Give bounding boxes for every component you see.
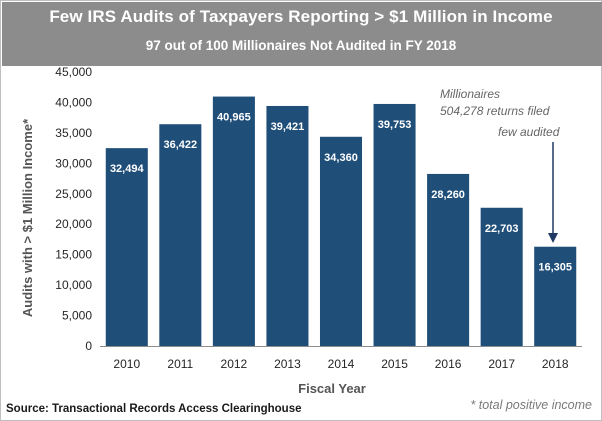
bar-2013 (266, 105, 309, 346)
y-tick-label: 10,000 (55, 278, 92, 292)
bar-2011 (159, 124, 202, 346)
bar-2010 (105, 148, 148, 346)
y-tick-label: 5,000 (62, 309, 92, 323)
y-tick-label: 40,000 (55, 95, 92, 109)
x-tick-label: 2017 (488, 357, 515, 371)
chart-subtitle: 97 out of 100 Millionaires Not Audited i… (145, 38, 457, 53)
x-tick-label: 2010 (113, 357, 140, 371)
data-label-2012: 40,965 (217, 112, 251, 124)
source-note: Source: Transactional Records Access Cle… (6, 403, 302, 415)
footnote: * total positive income (470, 398, 592, 412)
y-tick-label: 20,000 (55, 217, 92, 231)
x-tick-label: 2015 (381, 357, 408, 371)
y-tick-label: 25,000 (55, 187, 92, 201)
y-tick-label: 0 (85, 339, 92, 353)
y-axis-title: Audits with > $1 Million Income* (20, 118, 35, 317)
x-tick-label: 2018 (542, 357, 569, 371)
data-label-2016: 28,260 (431, 189, 465, 201)
x-tick-label: 2014 (328, 357, 355, 371)
bar-2018 (534, 246, 577, 346)
data-label-2017: 22,703 (485, 223, 519, 235)
x-tick-label: 2012 (221, 357, 248, 371)
y-tick-label: 15,000 (55, 248, 92, 262)
title-band (2, 2, 602, 66)
x-tick-label: 2016 (435, 357, 462, 371)
bar-2012 (212, 96, 255, 346)
bar-2014 (319, 136, 363, 346)
data-label-2011: 36,422 (164, 139, 198, 151)
data-label-2013: 39,421 (271, 121, 305, 133)
y-tick-label: 35,000 (55, 126, 92, 140)
annotation-returns-filed: 504,278 returns filed (440, 104, 550, 118)
annotation-few-audited: few audited (498, 125, 560, 139)
chart-title: Few IRS Audits of Taxpayers Reporting > … (49, 7, 553, 26)
y-tick-label: 45,000 (55, 65, 92, 79)
annotation-millionaires: Millionaires (440, 87, 500, 101)
data-label-2014: 34,360 (324, 152, 358, 164)
bar-2017 (480, 207, 523, 346)
x-tick-label: 2013 (274, 357, 301, 371)
y-tick-label: 30,000 (55, 156, 92, 170)
bar-2015 (373, 103, 416, 347)
x-tick-label: 2011 (167, 357, 193, 371)
x-axis-title: Fiscal Year (298, 381, 366, 396)
data-label-2018: 16,305 (538, 262, 572, 274)
data-label-2010: 32,494 (110, 163, 145, 175)
bar-2016 (427, 173, 470, 346)
data-label-2015: 39,753 (378, 119, 412, 131)
